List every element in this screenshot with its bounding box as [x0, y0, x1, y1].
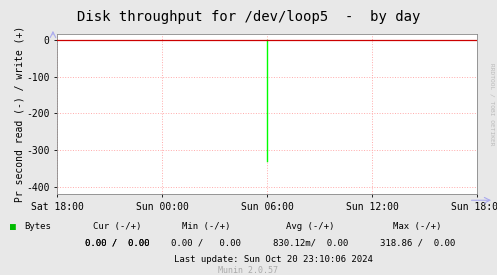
Text: Bytes: Bytes	[24, 222, 51, 231]
Text: ■: ■	[10, 222, 16, 232]
Text: 0.00 /   0.00: 0.00 / 0.00	[171, 239, 241, 248]
Text: Avg (-/+): Avg (-/+)	[286, 222, 335, 231]
Text: 318.86 /  0.00: 318.86 / 0.00	[380, 239, 455, 248]
Text: 0.00 /  0.00: 0.00 / 0.00	[84, 239, 149, 248]
Text: Last update: Sun Oct 20 23:10:06 2024: Last update: Sun Oct 20 23:10:06 2024	[174, 255, 373, 263]
Text: Disk throughput for /dev/loop5  -  by day: Disk throughput for /dev/loop5 - by day	[77, 10, 420, 24]
Text: Munin 2.0.57: Munin 2.0.57	[219, 266, 278, 274]
Y-axis label: Pr second read (-) / write (+): Pr second read (-) / write (+)	[14, 26, 25, 202]
Text: Cur (-/+): Cur (-/+)	[92, 222, 141, 231]
Text: RRDTOOL / TOBI OETIKER: RRDTOOL / TOBI OETIKER	[490, 63, 495, 146]
Text: Min (-/+): Min (-/+)	[182, 222, 231, 231]
Text: Max (-/+): Max (-/+)	[393, 222, 442, 231]
Text: 0.00 /  0.00: 0.00 / 0.00	[84, 239, 149, 248]
Text: 830.12m/  0.00: 830.12m/ 0.00	[273, 239, 348, 248]
